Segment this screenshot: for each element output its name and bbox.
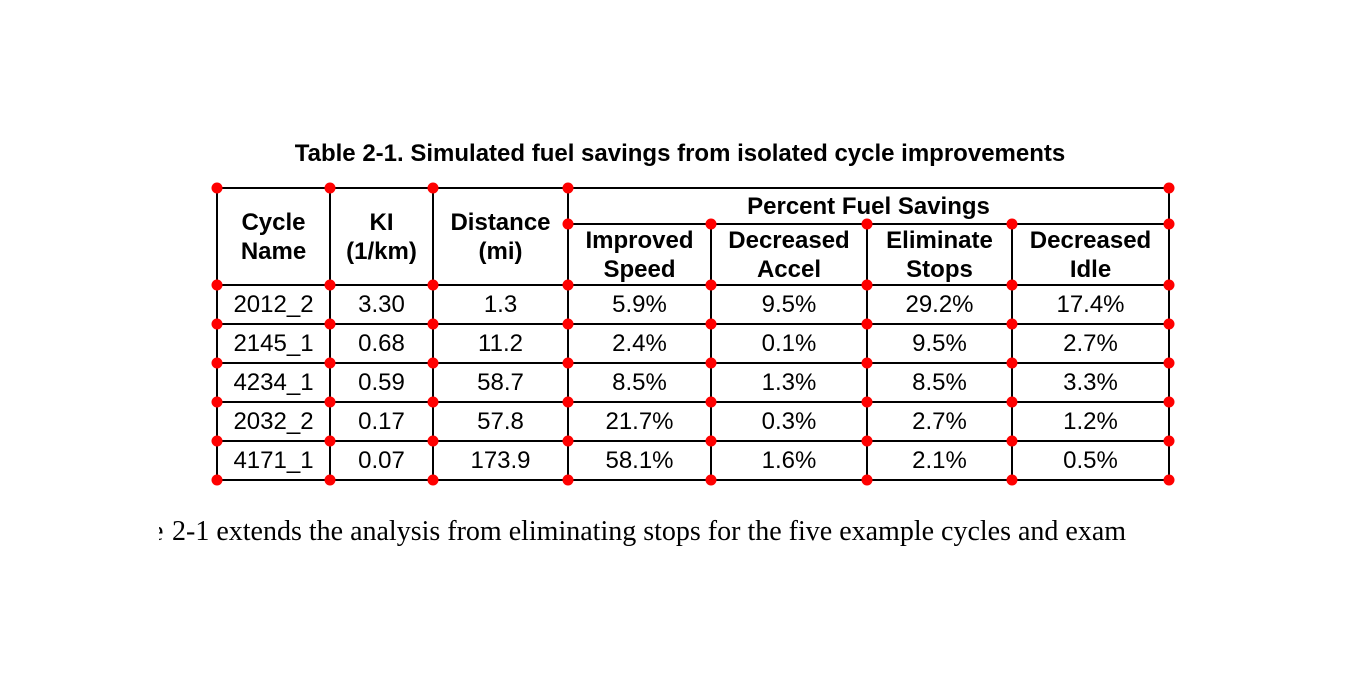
- table-cell-decreased-accel: 0.1%: [710, 323, 868, 364]
- table-cell-improved-speed: 8.5%: [567, 362, 712, 403]
- col-group-header-percent-fuel-savings: Percent Fuel Savings: [566, 187, 1171, 225]
- col-header-ki: KI (1/km): [329, 187, 434, 286]
- fuel-savings-table: Cycle Name KI (1/km) Distance (mi) Perce…: [216, 187, 1171, 481]
- table-cell-distance: 57.8: [432, 401, 569, 442]
- table-cell-decreased-accel: 9.5%: [710, 284, 868, 325]
- table-cell-decreased-idle: 2.7%: [1010, 323, 1171, 364]
- clipped-char-fragment: e: [151, 516, 164, 547]
- col-header-decreased-idle: Decreased Idle: [1010, 223, 1171, 286]
- table-cell-improved-speed: 58.1%: [567, 440, 712, 481]
- table-cell-distance: 58.7: [432, 362, 569, 403]
- table-cell-decreased-accel: 1.3%: [710, 362, 868, 403]
- col-header-distance: Distance (mi): [432, 187, 569, 286]
- table-cell-ki: 0.68: [329, 323, 434, 364]
- table-cell-improved-speed: 5.9%: [567, 284, 712, 325]
- table-cell-eliminate-stops: 2.7%: [866, 401, 1013, 442]
- col-header-improved-speed: Improved Speed: [567, 223, 712, 286]
- col-header-decreased-accel: Decreased Accel: [710, 223, 868, 286]
- table-cell-improved-speed: 2.4%: [567, 323, 712, 364]
- table-row: 4171_1 0.07 173.9 58.1% 1.6% 2.1% 0.5%: [216, 440, 1171, 481]
- table-cell-ki: 0.59: [329, 362, 434, 403]
- body-text: 2-1 extends the analysis from eliminatin…: [172, 516, 1127, 547]
- table-cell-decreased-idle: 3.3%: [1010, 362, 1171, 403]
- table-cell-eliminate-stops: 9.5%: [866, 323, 1013, 364]
- table-cell-ki: 0.17: [329, 401, 434, 442]
- table-cell-eliminate-stops: 8.5%: [866, 362, 1013, 403]
- table-cell-distance: 11.2: [432, 323, 569, 364]
- table-cell-decreased-accel: 1.6%: [710, 440, 868, 481]
- table-cell-cycle-name: 2032_2: [216, 401, 331, 442]
- table-cell-cycle-name: 2012_2: [216, 284, 331, 325]
- table-row: 2145_1 0.68 11.2 2.4% 0.1% 9.5% 2.7%: [216, 323, 1171, 364]
- annotated-table-wrap: Cycle Name KI (1/km) Distance (mi) Perce…: [211, 182, 1175, 486]
- table-cell-cycle-name: 2145_1: [216, 323, 331, 364]
- table-row: 4234_1 0.59 58.7 8.5% 1.3% 8.5% 3.3%: [216, 362, 1171, 403]
- table-caption: Table 2-1. Simulated fuel savings from i…: [294, 140, 1066, 167]
- table-row: 2032_2 0.17 57.8 21.7% 0.3% 2.7% 1.2%: [216, 401, 1171, 442]
- table-cell-eliminate-stops: 2.1%: [866, 440, 1013, 481]
- body-text-line: e 2-1 extends the analysis from eliminati…: [159, 514, 1127, 550]
- table-cell-cycle-name: 4171_1: [216, 440, 331, 481]
- table-cell-decreased-idle: 0.5%: [1010, 440, 1171, 481]
- table-cell-cycle-name: 4234_1: [216, 362, 331, 403]
- table-cell-ki: 0.07: [329, 440, 434, 481]
- table-cell-distance: 1.3: [432, 284, 569, 325]
- col-header-cycle-name: Cycle Name: [216, 187, 331, 286]
- table-cell-ki: 3.30: [329, 284, 434, 325]
- col-header-eliminate-stops: Eliminate Stops: [866, 223, 1013, 286]
- table-cell-distance: 173.9: [432, 440, 569, 481]
- table-cell-decreased-idle: 17.4%: [1010, 284, 1171, 325]
- table-row: 2012_2 3.30 1.3 5.9% 9.5% 29.2% 17.4%: [216, 284, 1171, 325]
- table-cell-decreased-idle: 1.2%: [1010, 401, 1171, 442]
- table-cell-improved-speed: 21.7%: [567, 401, 712, 442]
- table-cell-eliminate-stops: 29.2%: [866, 284, 1013, 325]
- table-cell-decreased-accel: 0.3%: [710, 401, 868, 442]
